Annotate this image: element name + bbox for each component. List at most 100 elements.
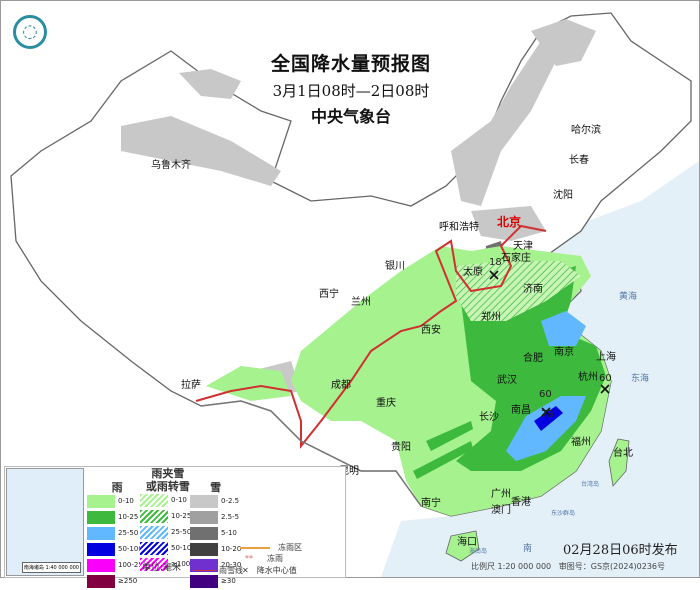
- legend-label: 10-25: [118, 513, 139, 521]
- legend-swatch: [87, 574, 115, 588]
- legend-item: ≥250: [87, 574, 147, 588]
- city-label: 沈阳: [553, 190, 573, 201]
- mixed-precip-area: [456, 261, 581, 321]
- legend-label: 0-2.5: [221, 497, 240, 505]
- legend-symbol-label: 冻雨区: [278, 543, 302, 552]
- legend-item: 10-25: [87, 510, 147, 524]
- city-label: 西安: [421, 325, 441, 336]
- legend-swatch: [87, 526, 115, 540]
- forecast-period: 3月1日08时—2日08时: [272, 82, 430, 100]
- legend-label: 2.5-5: [221, 513, 240, 521]
- city-label: 拉萨: [181, 380, 201, 391]
- legend-item: 25-50: [87, 526, 147, 540]
- legend-swatch: [140, 557, 168, 571]
- map-footer: 比例尺 1:20 000 000 审图号：GS京(2024)0236号: [471, 561, 665, 572]
- city-label: 重庆: [376, 398, 396, 409]
- city-label: 长春: [569, 155, 589, 166]
- city-label: 呼和浩特: [439, 222, 479, 233]
- legend-label: 10-25: [171, 512, 192, 520]
- city-label: 石家庄: [501, 253, 531, 264]
- legend-item: 50-100: [140, 541, 196, 555]
- city-label: 香港: [511, 497, 531, 508]
- city-label: 南昌: [511, 405, 531, 416]
- city-label: 哈尔滨: [571, 125, 601, 136]
- precip-center-value: 60: [539, 389, 552, 400]
- city-label: 长沙: [479, 412, 499, 423]
- city-label: 杭州: [578, 372, 598, 383]
- south-china-sea-inset: 南海诸岛 1:40 000 000: [6, 468, 84, 576]
- legend-label: 20-30: [221, 561, 242, 569]
- city-label: 合肥: [523, 353, 543, 364]
- hainan-island: [445, 530, 480, 562]
- approval-number: 审图号：GS京(2024)0236号: [558, 562, 666, 571]
- legend-label: 5-10: [221, 529, 237, 537]
- city-label: 武汉: [497, 375, 517, 386]
- legend-symbol-label: 降水中心值: [256, 566, 297, 575]
- legend-item: ≥30: [190, 574, 241, 588]
- sea-label: 南: [523, 544, 533, 554]
- taiwan-island: [608, 438, 630, 487]
- city-label: 台北: [613, 448, 633, 459]
- map-scale: 比例尺 1:20 000 000: [471, 562, 552, 571]
- city-label: 北京: [497, 215, 522, 229]
- legend-symbol-label: 冻雨: [267, 554, 283, 563]
- legend-swatch: [87, 558, 115, 572]
- legend-label: 50-100: [171, 544, 196, 552]
- inset-scale: 南海诸岛 1:40 000 000: [21, 562, 81, 573]
- cma-logo-icon: ◌: [13, 15, 47, 49]
- legend-swatch: [190, 558, 218, 572]
- legend-swatch: [140, 541, 168, 555]
- legend-item: 2.5-5: [190, 510, 241, 524]
- rain-10-25-band: [413, 421, 473, 479]
- legend-label: 25-50: [118, 529, 139, 537]
- sea-label: 黄海: [619, 292, 638, 302]
- legend: 南海诸岛 1:40 000 000 雨 0-10 10-25 25-50 50-100…: [4, 466, 346, 588]
- sea-label: 台湾岛: [581, 481, 600, 488]
- city-label: 乌鲁木齐: [151, 160, 191, 171]
- legend-swatch: [190, 510, 218, 524]
- legend-item: 10-20: [190, 542, 241, 556]
- rain-snow-line: [195, 224, 547, 449]
- legend-mixed: 雨夹雪 或雨转雪 0-10 10-25 25-50 50-100 ≥100: [140, 467, 196, 573]
- legend-label: ≥250: [118, 577, 138, 585]
- rain-25-50-area: [506, 311, 586, 461]
- legend-swatch: [87, 542, 115, 556]
- legend-item: 20-30: [190, 558, 241, 572]
- legend-item: 50-100: [87, 542, 147, 556]
- legend-precip-center: ✕ 降水中心值: [242, 566, 297, 575]
- map-title-block: 全国降水量预报图 3月1日08时—2日08时 中央气象台: [241, 49, 461, 127]
- issue-time: 02月28日06时发布: [563, 543, 678, 558]
- legend-label: ≥30: [221, 577, 236, 585]
- city-label: 南京: [554, 347, 574, 358]
- legend-swatch: [190, 574, 218, 588]
- city-label: 澳门: [491, 505, 511, 516]
- legend-item: 100-250: [87, 558, 147, 572]
- legend-label: ≥100: [171, 560, 191, 568]
- legend-label: 50-100: [118, 545, 143, 553]
- city-label: 福州: [571, 437, 591, 448]
- city-label: 广州: [491, 489, 511, 500]
- city-label: 海口: [457, 537, 477, 548]
- legend-snow-title: 雪: [210, 481, 222, 494]
- legend-item: 25-50: [140, 525, 196, 539]
- city-label: 兰州: [351, 297, 371, 308]
- legend-label: 100-250: [118, 561, 148, 569]
- unit-label: 单位:毫米: [142, 563, 182, 573]
- legend-symbol-label: 雨雪线: [219, 566, 243, 575]
- legend-item: 10-25: [140, 509, 196, 523]
- legend-swatch: [190, 494, 218, 508]
- map-canvas: [10, 12, 699, 577]
- legend-swatch: [140, 525, 168, 539]
- legend-item: 0-2.5: [190, 494, 241, 508]
- rain-50-100-area: [534, 406, 563, 431]
- city-label: 贵阳: [391, 442, 411, 453]
- city-label: 南宁: [421, 498, 441, 509]
- legend-rain: 雨 0-10 10-25 25-50 50-100 100-250 ≥250: [87, 481, 147, 590]
- sea-label: 东沙群岛: [551, 510, 576, 517]
- legend-item: 0-10: [87, 494, 147, 508]
- sea-label: 海南岛: [469, 548, 488, 555]
- legend-label: 0-10: [118, 497, 134, 505]
- legend-swatch: [140, 493, 168, 507]
- legend-swatch: [190, 542, 218, 556]
